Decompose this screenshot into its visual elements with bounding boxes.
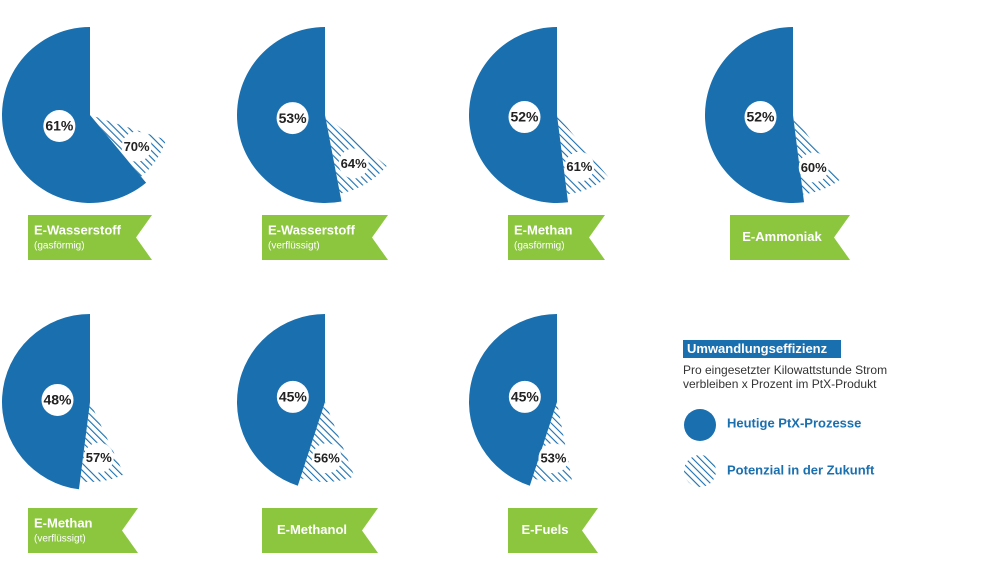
value-label: 53% (540, 451, 566, 466)
pie-chart: 53% 64% E-Wasserstoff (verflüssigt) (237, 27, 388, 260)
value-label: 52% (746, 109, 775, 125)
label-bubble (311, 443, 342, 474)
label-bubble (508, 101, 541, 134)
legend-title-box (683, 340, 841, 358)
label-bubble (121, 131, 152, 162)
banner-subtitle: (verflüssigt) (268, 241, 320, 252)
banner-title: E-Methanol (277, 522, 347, 537)
value-label: 61% (566, 159, 592, 174)
label-bubble (276, 102, 309, 135)
label-bubble (276, 380, 309, 413)
banner-title: E-Methan (514, 222, 573, 237)
label-bubble (538, 443, 569, 474)
value-label: 64% (341, 156, 367, 171)
label-bubble (508, 380, 541, 413)
legend-swatch (684, 409, 716, 441)
value-label: 52% (510, 109, 539, 125)
label-bubble (43, 110, 76, 143)
banner-title: E-Ammoniak (742, 229, 822, 244)
legend-text: Pro eingesetzter Kilowattstunde Strom (683, 363, 887, 377)
pie-chart: 61% 70% E-Wasserstoff (gasförmig) (2, 27, 167, 260)
label-bubble (744, 101, 777, 134)
value-label: 60% (801, 160, 827, 175)
legend-text: verbleiben x Prozent im PtX-Produkt (683, 377, 877, 391)
pie-chart: 48% 57% E-Methan (verflüssigt) (2, 314, 138, 553)
value-label: 48% (43, 392, 72, 408)
value-label: 57% (86, 450, 112, 465)
banner-title: E-Fuels (522, 522, 569, 537)
value-label: 45% (511, 389, 540, 405)
banner-title: E-Wasserstoff (268, 222, 356, 237)
pie-chart: 52% 61% E-Methan (gasförmig) (469, 27, 608, 260)
name-banner (730, 215, 850, 260)
name-banner (28, 508, 138, 553)
value-label: 70% (124, 139, 150, 154)
label-bubble (798, 152, 829, 183)
name-banner (508, 215, 605, 260)
name-banner (28, 215, 152, 260)
banner-title: E-Methan (34, 515, 93, 530)
banner-subtitle: (gasförmig) (34, 241, 85, 252)
legend-title: Umwandlungseffizienz (687, 341, 828, 356)
value-label: 56% (314, 451, 340, 466)
pie-chart: 52% 60% E-Ammoniak (705, 27, 850, 260)
pie-chart: 45% 53% E-Fuels (469, 314, 598, 553)
legend-label: Potenzial in der Zukunft (727, 462, 875, 477)
banner-subtitle: (verflüssigt) (34, 534, 86, 545)
today-sector (2, 27, 147, 204)
label-bubble (338, 148, 369, 179)
legend: Umwandlungseffizienz Pro eingesetzter Ki… (683, 340, 887, 487)
value-label: 61% (45, 118, 74, 134)
label-bubble (41, 383, 74, 416)
banner-title: E-Wasserstoff (34, 222, 122, 237)
legend-label: Heutige PtX-Prozesse (727, 415, 861, 430)
value-label: 45% (279, 389, 308, 405)
banner-subtitle: (gasförmig) (514, 241, 565, 252)
name-banner (508, 508, 598, 553)
pie-chart: 45% 56% E-Methanol (237, 314, 378, 553)
label-bubble (564, 151, 595, 182)
legend-swatch (684, 455, 716, 487)
name-banner (262, 508, 378, 553)
name-banner (262, 215, 388, 260)
value-label: 53% (279, 110, 308, 126)
label-bubble (83, 442, 114, 473)
